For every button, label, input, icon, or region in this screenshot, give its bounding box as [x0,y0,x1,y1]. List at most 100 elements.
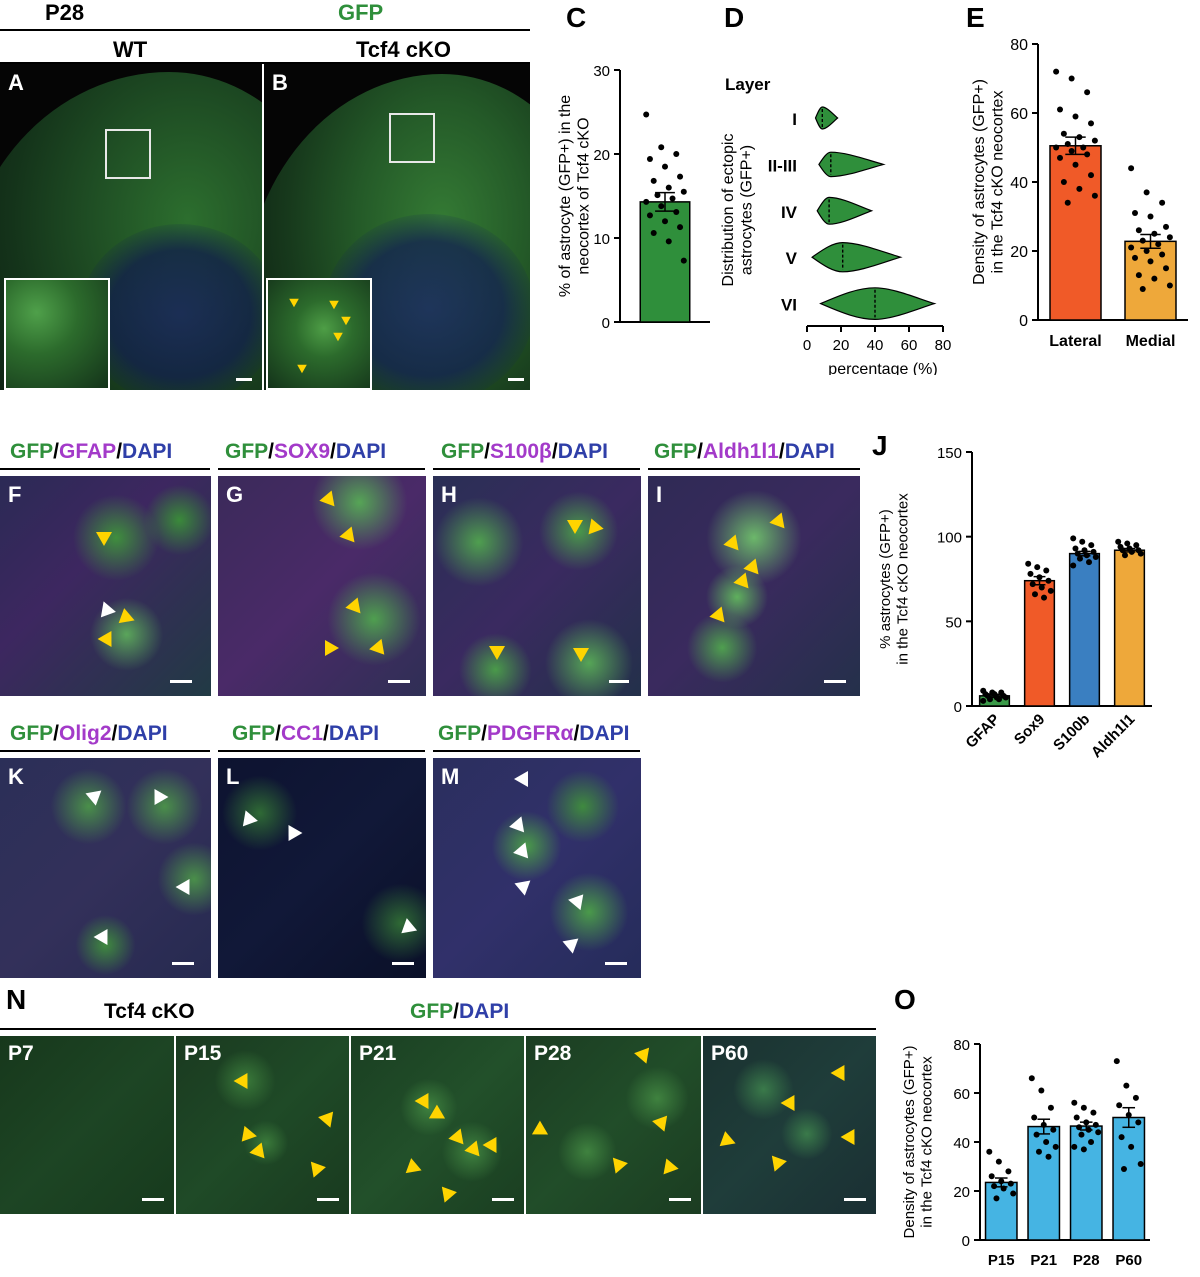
arrowhead [329,300,339,310]
y-axis-label-line: Distribution of ectopic [720,134,737,287]
data-point [1090,548,1097,555]
header-rule-bottom [0,62,530,64]
y-tick-label: 100 [937,530,962,547]
stain-dapi: DAPI [459,1000,510,1023]
x-tick-label: Medial [1126,333,1176,350]
panel-o-letter: O [894,984,916,1015]
data-point [1088,172,1095,179]
data-point [1151,230,1158,237]
data-point [988,1173,995,1180]
data-point [986,1148,993,1155]
data-point [1088,1139,1095,1145]
arrowhead [709,606,731,628]
data-point [1128,1143,1135,1150]
data-point [1070,535,1077,542]
data-point [1053,68,1060,75]
arrowhead [339,526,361,548]
data-point [1041,594,1048,601]
timecourse-panel-p21: P21 [351,1036,524,1214]
y-axis-label: Density of astrocytes (GFP+)in the Tcf4 … [901,1046,935,1239]
bar [1068,552,1101,707]
panel-i-letter: I [656,482,663,507]
stain-gfp: GFP [225,440,269,463]
y-axis-label-line: Density of astrocytes (GFP+) [901,1046,918,1239]
header-cko: Tcf4 cKO [356,37,451,62]
arrowhead [840,1128,862,1150]
arrowhead [297,364,307,374]
rule-h [433,468,640,470]
chart-o: 0 20 40 60 80 P15 P21 P28 P60 Density of astrocyt… [901,1037,1150,1269]
stain-sep: / [481,722,488,745]
arrowhead [289,298,299,308]
timecourse-panel-p60: P60 [703,1036,876,1214]
stain-sep: / [573,722,580,745]
scale-bar [508,378,524,381]
stain-sep: / [551,440,558,463]
panel-g-micrograph: G [218,476,426,696]
data-point [1135,1119,1142,1126]
data-point [1031,591,1038,598]
y-axis-label-line: % astrocytes (GFP+) [877,509,894,649]
arrowhead [118,608,138,628]
data-point [995,1158,1002,1165]
data-point [1052,1143,1059,1150]
y-axis-label-line: in the Tcf4 cKO neocortex [894,493,911,665]
bar [1113,549,1146,707]
data-point [680,188,687,195]
panel-m-micrograph: M [433,758,641,978]
arrowhead [85,784,107,806]
rule-m [433,750,640,752]
scale-bar [317,1198,339,1201]
y-tick-label: 10 [593,231,610,248]
scale-bar [388,680,410,683]
data-point [680,257,687,264]
rule-n [0,1028,876,1030]
white-matter [80,224,262,390]
data-point [1076,1124,1083,1131]
panel-b-letter: B [272,70,288,95]
arrowhead [175,874,197,896]
y-tick-label: V [786,249,798,268]
panel-m-letter: M [441,764,460,789]
timecourse-panel-p15: P15 [176,1036,349,1214]
roi-box [105,129,151,179]
data-point [1083,1119,1090,1126]
arrowhead [769,512,791,534]
data-point [1088,542,1095,549]
data-point [650,229,657,236]
stain-marker: S100β [490,440,552,463]
data-point [1064,141,1071,148]
data-point [1088,120,1095,127]
x-tick-label: Aldh1l1 [1088,711,1138,761]
stain-sep: / [53,722,60,745]
y-tick-label: IV [781,203,798,222]
panel-f-micrograph: F [0,476,211,696]
stain-label-m: GFP/PDGFRα/DAPI [438,722,629,746]
arrowhead [608,1157,628,1177]
stain-dapi: DAPI [579,722,630,745]
panel-d-letter: D [724,2,745,33]
arrowhead [147,784,169,806]
data-point [1076,134,1083,141]
data-point [673,208,680,215]
arrowhead [97,630,119,652]
data-point [1123,1082,1130,1089]
y-tick-label: 0 [1019,313,1028,330]
stain-sep: / [275,722,282,745]
arrowhead [780,1094,802,1116]
x-tick-label: P21 [1030,1252,1057,1269]
data-point [643,111,650,118]
y-tick-label: 40 [1010,175,1028,192]
data-point [1040,1121,1047,1128]
data-point [1128,244,1135,251]
data-point [1072,161,1079,168]
arrowhead [830,1064,852,1086]
data-point [1116,1102,1123,1109]
stain-gfp: GFP [441,440,485,463]
stain-sep: / [53,440,60,463]
y-axis-label-line: Density of astrocytes (GFP+) [971,79,988,285]
stain-sep: / [268,440,275,463]
y-tick-label: 30 [593,63,610,80]
scale-bar [605,962,627,965]
